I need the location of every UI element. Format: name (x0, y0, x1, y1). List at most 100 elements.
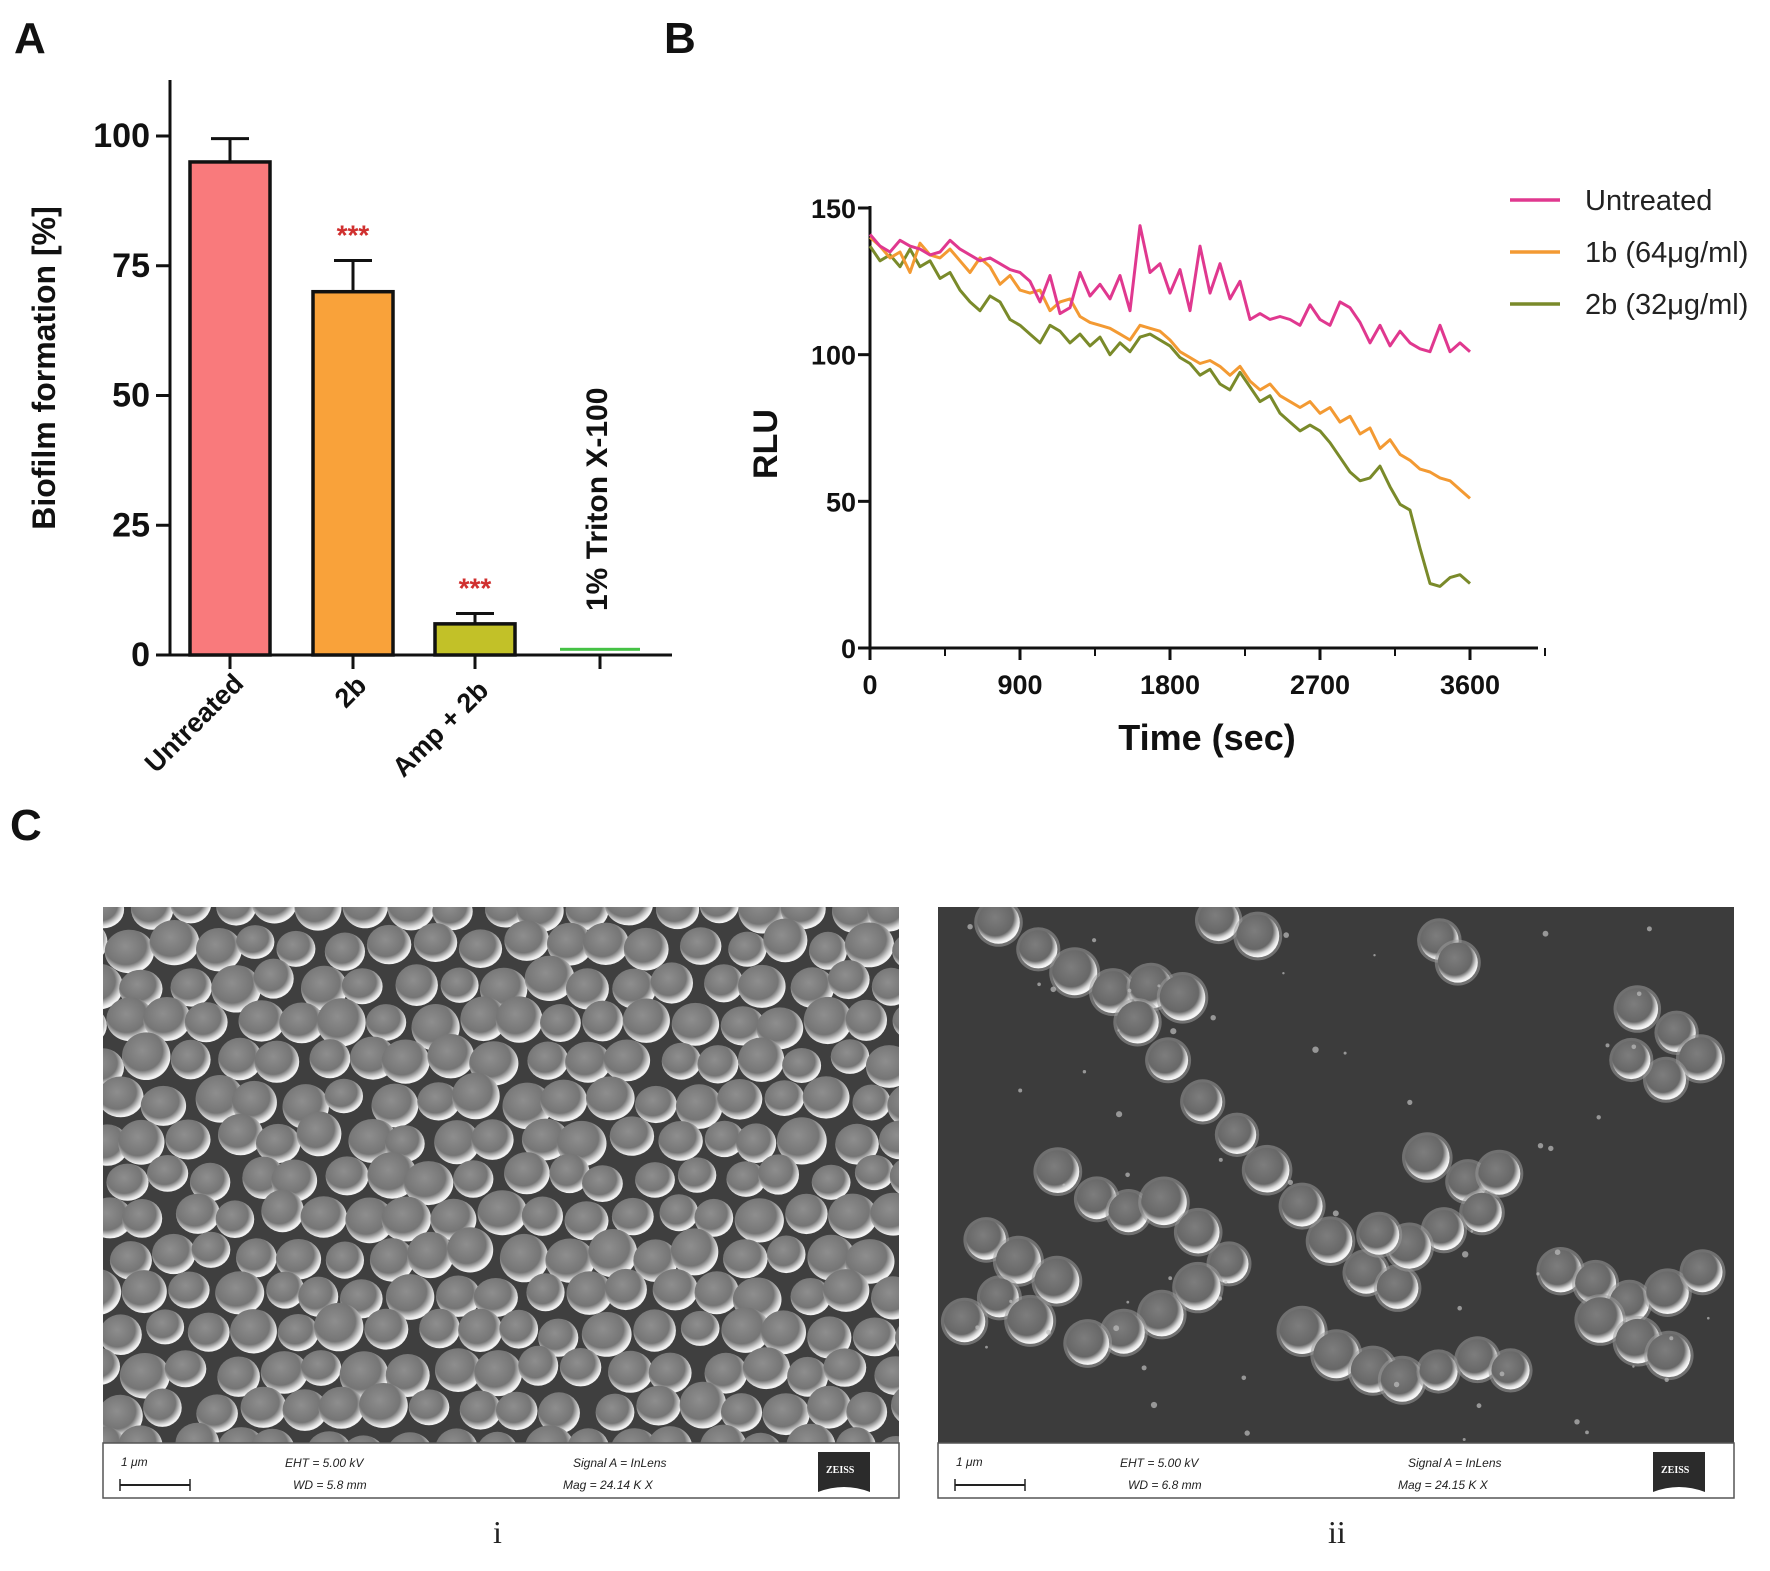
sem-i-cell (836, 1427, 876, 1443)
sem-i-cell (191, 1231, 231, 1268)
sem-i-cell (103, 1076, 144, 1118)
sem-i-cell (240, 1386, 287, 1428)
sem-i-cell (122, 1032, 171, 1080)
sem-i-cell (417, 1082, 460, 1121)
sem-i-cell (436, 1428, 477, 1443)
sem-i-zeiss-text: ZEISS (826, 1465, 855, 1476)
b-x-tick-label: 1800 (1140, 670, 1200, 700)
sem-ii-cell (1183, 1082, 1223, 1122)
sem-ii-info-bar (937, 1442, 1735, 1499)
sem-ii-cell (1376, 1267, 1419, 1309)
sem-i-cell (143, 997, 191, 1041)
b-legend-label: 2b (32μg/ml) (1585, 289, 1748, 321)
sem-i-cell (477, 1190, 528, 1236)
b-series-line (868, 245, 1471, 588)
sem-ii-debris (1476, 1403, 1482, 1409)
sem-ii-debris (1348, 1279, 1351, 1282)
sem-i-cell (342, 907, 388, 929)
sem-i-cell (325, 1241, 364, 1279)
sem-ii-eht: EHT = 5.00 kV (1120, 1456, 1199, 1470)
sem-i-cell (276, 930, 316, 967)
sem-ii-cell (1159, 975, 1206, 1021)
sem-i-cell (277, 1314, 319, 1352)
sem-i-cell (785, 1193, 828, 1235)
sem-ii-cell (1236, 914, 1280, 958)
sem-ii-debris (967, 924, 973, 930)
sem-ii-zeiss-logo (1653, 1452, 1705, 1492)
sem-ii-cell (1646, 1059, 1686, 1100)
sem-i-cell (720, 1393, 763, 1432)
sem-i-cell (635, 1162, 675, 1198)
a-y-tick-label: 25 (112, 506, 150, 544)
sem-i-cell (835, 1123, 879, 1165)
sem-i-cell (787, 1356, 829, 1397)
sem-ii-cell (1148, 1040, 1189, 1081)
sem-ii-scale-label: 1 μm (956, 1455, 983, 1469)
sem-ii-cell (1102, 1311, 1145, 1354)
sem-ii-debris (1574, 1419, 1580, 1425)
sem-i-cell (595, 1393, 635, 1431)
sem-i-cell (146, 1309, 185, 1345)
sem-i-cell (871, 967, 899, 1006)
sem-i-cell (275, 1239, 322, 1280)
sem-i-cell (846, 1391, 888, 1433)
sem-i-cell (726, 1161, 766, 1197)
sem-ii-debris (1554, 1249, 1561, 1255)
sem-ii-debris (1462, 1438, 1466, 1441)
b-y-tick-label: 50 (826, 487, 856, 517)
sem-i-cell (527, 1041, 569, 1080)
sem-i-cell (316, 998, 366, 1047)
sem-ii-debris (1585, 1430, 1589, 1435)
sem-ii-cells (940, 907, 1726, 1441)
sem-i-cell (762, 1393, 810, 1436)
sem-ii-debris (1499, 1371, 1505, 1377)
sem-i-cell (830, 1039, 870, 1074)
sem-ii-cell (1141, 1179, 1187, 1226)
a-category-label: Amp + 2b (387, 675, 495, 783)
sem-i-cell (348, 1119, 398, 1163)
sem-i-cell (807, 1385, 852, 1429)
sem-ii-cell (1647, 1333, 1691, 1378)
sem-ii-cell (1612, 1040, 1651, 1080)
sem-i-cell (103, 1314, 142, 1355)
b-series-line (868, 224, 1471, 354)
sem-i-cell (119, 1353, 170, 1399)
a-bar (433, 622, 517, 657)
a-y-tick-label: 100 (93, 117, 150, 155)
sem-ii-debris (1707, 1316, 1710, 1320)
sem-i-cell (364, 1308, 409, 1350)
sem-i-cell (854, 1154, 895, 1191)
sem-ii-cell (1380, 1358, 1424, 1402)
sem-i-cell (811, 1164, 851, 1200)
sem-ii-debris (1037, 982, 1041, 987)
sem-i-cell (633, 1309, 676, 1352)
sem-i-cell (870, 1192, 899, 1236)
sem-i-cell (341, 968, 383, 1005)
sem-i-cell (189, 1162, 231, 1202)
sem-i-cell (187, 1312, 230, 1352)
sem-i-cell (168, 1271, 210, 1309)
sem-ii-debris (1542, 930, 1549, 937)
sem-i-cell (254, 1040, 300, 1083)
sem-ii-cell (1646, 1271, 1689, 1314)
sem-ii-cell (1036, 1150, 1080, 1193)
sem-i-cell (345, 1197, 394, 1244)
sem-ii-debris (1009, 1299, 1013, 1303)
sem-i-cell (251, 1428, 294, 1443)
sem-i-cell (324, 1078, 363, 1114)
sem-i-cell (887, 1086, 899, 1125)
sem-i-cell (807, 1316, 852, 1359)
sem-i-cell (453, 1160, 494, 1198)
sem-ii-cell (1176, 1210, 1220, 1254)
sem-i-cell (170, 968, 212, 1007)
sem-ii-mag: Mag = 24.15 K X (1398, 1478, 1489, 1492)
sem-i-cell (366, 1004, 407, 1041)
sem-i-cell (611, 1197, 654, 1236)
sem-i-cell (175, 1193, 220, 1234)
sem-ii-debris (1150, 1401, 1158, 1409)
sem-i-cell (549, 1153, 590, 1194)
sem-i-cell (566, 1271, 613, 1315)
sem-i-cell (473, 1278, 518, 1317)
sem-i-cell (809, 931, 847, 970)
sem-ii-wd: WD = 6.8 mm (1128, 1478, 1202, 1492)
